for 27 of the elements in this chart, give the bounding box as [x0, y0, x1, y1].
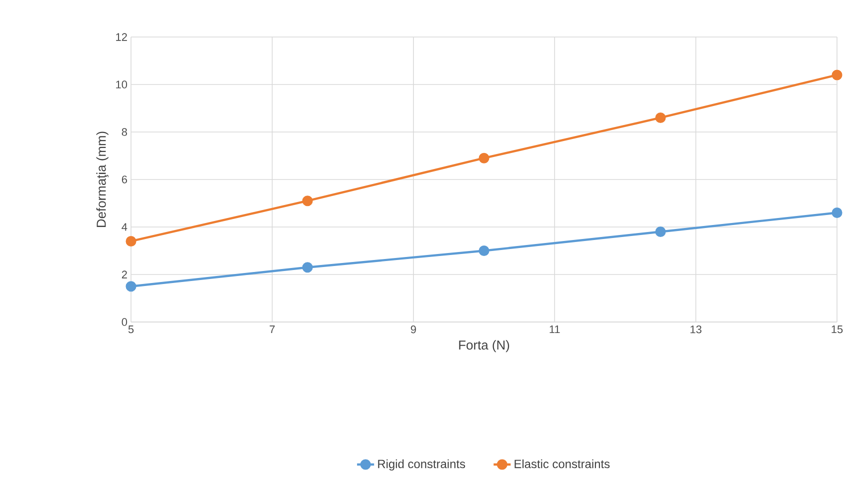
x-tick-label: 5: [128, 326, 134, 334]
point: [478, 152, 490, 164]
x-tick-label: 11: [550, 326, 560, 334]
y-tick-label: 8: [122, 128, 128, 136]
y-tick-label: 2: [122, 270, 127, 278]
y-tick-label: 12: [116, 33, 127, 41]
point: [126, 236, 136, 247]
x-tick-label: 15: [832, 326, 843, 334]
y-tick-label: 10: [116, 80, 128, 88]
x-axis-title: Forta (N): [459, 340, 510, 352]
legend-label: Rigid constraints: [378, 459, 466, 471]
x-tick-label: 13: [690, 326, 702, 334]
point: [655, 226, 666, 238]
y-tick-label: 4: [122, 223, 128, 231]
point: [655, 112, 666, 124]
x-tick-label: 9: [410, 326, 416, 334]
point: [302, 262, 313, 273]
point: [302, 196, 313, 206]
point: [832, 70, 842, 80]
x-tick-label: 7: [270, 326, 275, 334]
y-axis-title: Deformaţia (mm): [96, 132, 108, 227]
point: [478, 245, 490, 256]
y-tick-label: 0: [122, 318, 128, 326]
point: [126, 281, 136, 292]
legend-label: Elastic constraints: [514, 459, 610, 468]
point: [832, 207, 842, 218]
y-tick-label: 6: [122, 176, 128, 184]
